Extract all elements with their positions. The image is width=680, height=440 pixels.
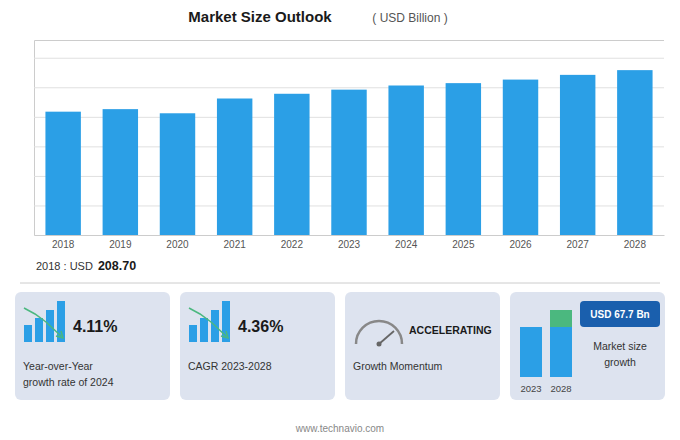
plot: 2018 2019 2020 2021 2022 2023 2024 2025 2026 2027…	[34, 41, 665, 251]
bars	[45, 70, 652, 235]
annotation: growth rate of 2024	[23, 376, 114, 388]
bar	[503, 80, 538, 235]
card-bg	[15, 292, 170, 400]
annotation: 2018 : USD	[36, 260, 93, 272]
bar	[446, 83, 481, 235]
annotation: 4.36%	[238, 318, 283, 335]
stat-card: 4.11% Year-over-Year growth rate of 2024	[15, 292, 170, 400]
icon-bar-growth	[550, 310, 572, 327]
y-tick	[34, 58, 664, 59]
grid-line	[34, 58, 664, 59]
card-bg	[180, 292, 335, 400]
gauge-hub	[377, 342, 382, 347]
x-tick-label: 2022	[281, 239, 304, 250]
x-tick-label: 2023	[338, 239, 361, 250]
x-tick-label: 2025	[452, 239, 475, 250]
x-tick-label: 2019	[109, 239, 132, 250]
x-tick-label: 2024	[395, 239, 418, 250]
x-tick: 2026	[509, 235, 532, 250]
gauge-needle	[379, 331, 394, 344]
annotation: 2023	[520, 383, 541, 394]
annotation: Year-over-Year	[23, 360, 93, 372]
x-tick: 2023	[338, 235, 361, 250]
icon-bar	[24, 325, 32, 342]
icon-arrow	[24, 308, 61, 336]
y-axis	[34, 41, 664, 236]
annotation: USD 67.7 Bn	[590, 309, 649, 320]
icon-bar	[189, 325, 197, 342]
x-tick-label: 2020	[166, 239, 189, 250]
annotation: growth	[604, 356, 636, 368]
stat-card: 4.36% CAGR 2023-2028	[180, 292, 335, 400]
x-tick-label: 2018	[52, 239, 75, 250]
x-tick: 2027	[567, 235, 590, 250]
card-bg	[510, 292, 665, 400]
icon-bar	[200, 318, 208, 342]
x-tick: 2019	[109, 235, 132, 250]
bar	[274, 94, 309, 235]
x-tick: 2022	[281, 235, 304, 250]
annotation: 4.11%	[73, 318, 117, 335]
footer: www.technavio.com	[295, 423, 384, 434]
bar	[560, 75, 595, 235]
annotation: Growth Momentum	[353, 360, 443, 372]
annotation: 208.70	[98, 259, 136, 273]
usd-box	[580, 301, 660, 327]
bar	[388, 86, 423, 236]
card-bg	[345, 292, 500, 400]
stat-card: 2023 2028 USD 67.7 Bn Market size growth	[510, 292, 665, 400]
x-tick: 2021	[224, 235, 247, 250]
x-tick: 2024	[395, 235, 418, 250]
title: Market Size Outlook	[188, 8, 332, 25]
icon-bar	[35, 318, 43, 342]
annotation: CAGR 2023-2028	[188, 360, 272, 372]
bar	[331, 90, 366, 235]
x-tick-label: 2021	[224, 239, 247, 250]
bar	[217, 99, 252, 236]
icon-arrow	[189, 308, 226, 336]
annotation: Market size	[593, 340, 647, 352]
subtitle: ( USD Billion )	[372, 11, 447, 25]
icon-bar	[550, 327, 572, 377]
x-tick: 2020	[166, 235, 189, 250]
x-tick-label: 2028	[624, 239, 647, 250]
grid-line	[34, 235, 664, 236]
annotation: 2028	[550, 383, 571, 394]
chart-svg: Market Size Outlook( USD Billion )201820…	[0, 0, 680, 440]
separator	[20, 283, 660, 284]
icon-arrowhead	[221, 331, 228, 338]
x-axis: 2018 2019 2020 2021 2022 2023 2024 2025 2026 2027…	[35, 235, 665, 250]
x-tick: 2025	[452, 235, 475, 250]
x-tick: 2028	[624, 235, 647, 250]
bar	[617, 70, 652, 235]
y-axis-line	[35, 41, 665, 236]
gauge-arc	[356, 321, 402, 344]
icon-arrowhead	[56, 331, 63, 338]
icon-bar	[520, 327, 542, 377]
x-tick-label: 2027	[567, 239, 590, 250]
x-tick-label: 2026	[509, 239, 532, 250]
x-axis-line	[35, 235, 665, 236]
y-tick	[34, 235, 664, 236]
x-tick: 2018	[52, 235, 75, 250]
background	[0, 0, 680, 440]
bar	[160, 113, 195, 235]
stat-card: ACCELERATING Growth Momentum	[345, 292, 500, 400]
bar	[103, 109, 138, 235]
bar	[45, 112, 80, 235]
annotation: ACCELERATING	[409, 324, 492, 336]
